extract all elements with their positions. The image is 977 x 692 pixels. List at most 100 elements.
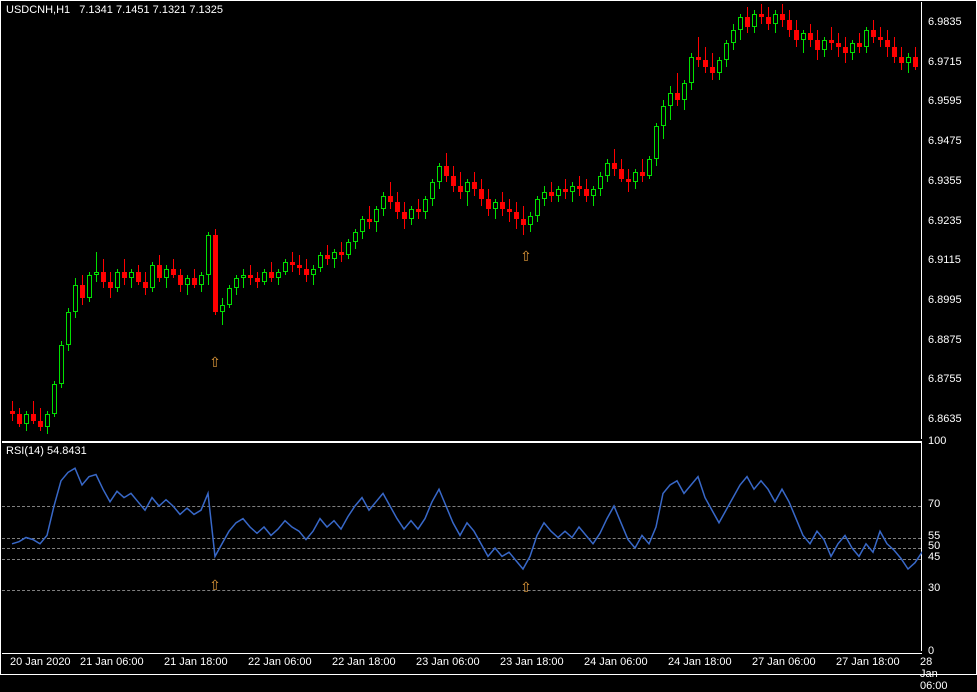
candle-body [164, 269, 169, 279]
price-tick: 6.8995 [928, 294, 962, 306]
candle-body [255, 278, 260, 281]
time-tick: 24 Jan 06:00 [584, 656, 648, 668]
candle-body [885, 40, 890, 47]
candle-body [801, 33, 806, 40]
candle-body [612, 163, 617, 170]
candle-body [766, 17, 771, 24]
candle-wick [698, 37, 699, 67]
candle-body [269, 272, 274, 279]
price-tick: 6.9475 [928, 135, 962, 147]
rsi-line [2, 443, 922, 653]
time-tick: 21 Jan 18:00 [164, 656, 228, 668]
candle-body [94, 272, 99, 275]
candle-body [794, 30, 799, 40]
candle-body [115, 272, 120, 289]
time-tick: 22 Jan 06:00 [248, 656, 312, 668]
time-axis: 20 Jan 2020 21 Jan 06:00 21 Jan 18:00 22 Ja… [2, 653, 922, 675]
candle-body [570, 186, 575, 193]
time-tick: 20 Jan 2020 [10, 656, 71, 668]
candle-body [682, 83, 687, 100]
candle-body [192, 278, 197, 285]
time-tick: 24 Jan 18:00 [668, 656, 732, 668]
candle-body [395, 202, 400, 212]
candle-body [528, 216, 533, 226]
candle-wick [222, 298, 223, 324]
candle-wick [96, 252, 97, 282]
rsi-axis: 10070555045300 [922, 441, 977, 651]
price-tick: 6.9235 [928, 215, 962, 227]
time-tick: 23 Jan 18:00 [500, 656, 564, 668]
candle-body [577, 186, 582, 189]
candle-body [787, 20, 792, 30]
candle-body [752, 14, 757, 27]
candle-body [297, 265, 302, 268]
candle-body [17, 414, 22, 424]
rsi-path [12, 468, 922, 569]
candle-body [486, 199, 491, 209]
candle-body [87, 275, 92, 298]
candle-body [640, 172, 645, 175]
candle-body [822, 40, 827, 50]
candle-body [696, 57, 701, 60]
main-candlestick-panel[interactable]: USDCNH,H1 7.1341 7.1451 7.1321 7.1325 ⇧⇧ [2, 2, 922, 439]
candle-body [507, 209, 512, 212]
candle-body [101, 272, 106, 282]
candle-body [479, 189, 484, 199]
candle-body [38, 421, 43, 428]
candle-body [234, 278, 239, 288]
price-tick: 6.9595 [928, 95, 962, 107]
candle-body [514, 212, 519, 219]
candle-body [325, 255, 330, 258]
candle-body [584, 189, 589, 196]
candle-body [668, 93, 673, 106]
candle-body [73, 285, 78, 311]
candle-body [374, 209, 379, 222]
candle-body [850, 43, 855, 53]
candle-body [724, 43, 729, 60]
candle-body [10, 411, 15, 414]
candle-body [416, 209, 421, 212]
price-tick: 6.8875 [928, 334, 962, 346]
candle-body [52, 384, 57, 414]
candle-body [647, 159, 652, 176]
candle-body [878, 37, 883, 40]
candle-body [633, 172, 638, 182]
candle-body [738, 17, 743, 30]
price-tick: 6.9835 [928, 16, 962, 28]
candle-body [892, 47, 897, 57]
candle-body [31, 414, 36, 421]
candle-body [871, 30, 876, 37]
candle-body [367, 219, 372, 222]
candle-body [598, 176, 603, 189]
candle-body [535, 199, 540, 216]
candle-body [388, 196, 393, 203]
candle-body [493, 202, 498, 209]
rsi-panel[interactable]: RSI(14) 54.8431 ⇧⇧ [2, 441, 922, 651]
candle-body [437, 166, 442, 183]
candle-body [500, 202, 505, 209]
rsi-tick: 70 [928, 498, 940, 510]
rsi-signal-arrow-up-icon: ⇧ [209, 577, 221, 594]
candle-body [311, 269, 316, 276]
candle-body [899, 57, 904, 64]
candle-body [717, 60, 722, 73]
candle-body [542, 192, 547, 199]
chart-title: USDCNH,H1 7.1341 7.1451 7.1321 7.1325 [6, 4, 223, 16]
candle-body [290, 262, 295, 265]
candle-body [108, 282, 113, 289]
candle-body [332, 252, 337, 259]
candle-body [759, 14, 764, 17]
candle-body [913, 57, 918, 67]
candle-body [836, 43, 841, 46]
price-tick: 6.9715 [928, 56, 962, 68]
rsi-title: RSI(14) 54.8431 [6, 445, 87, 457]
time-tick: 21 Jan 06:00 [80, 656, 144, 668]
candle-body [458, 186, 463, 193]
candle-body [381, 196, 386, 209]
candle-body [136, 272, 141, 282]
candle-body [780, 14, 785, 21]
candle-body [465, 182, 470, 192]
candle-body [360, 219, 365, 232]
candle-body [353, 232, 358, 242]
candle-body [605, 163, 610, 176]
